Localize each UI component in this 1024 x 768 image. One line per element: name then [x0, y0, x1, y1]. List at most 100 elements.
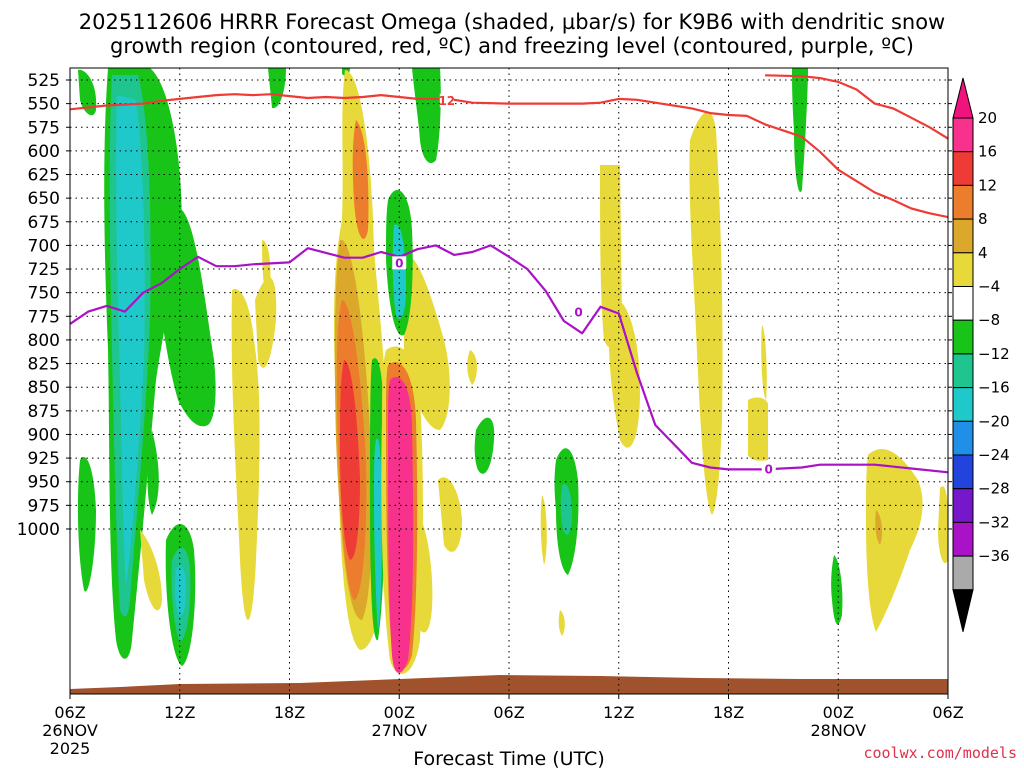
x-tick-date-label: 27NOV — [371, 721, 427, 740]
colorbar-swatch — [952, 319, 974, 355]
freezing-level-label: 0 — [574, 306, 582, 320]
x-tick-label: 06Z — [932, 703, 963, 722]
colorbar-label: 4 — [978, 244, 988, 262]
colorbar-label: −24 — [978, 446, 1010, 464]
y-axis: 525 550 575 600 625 650 675 700 725 750 775 800 825 8… — [17, 71, 952, 540]
colorbar: 20 16 12 8 4 −4 −8 −12 −16 −20 −24 −28 −32 −36 — [952, 77, 1010, 632]
dgz-contour-line — [70, 93, 948, 219]
colorbar-swatch — [952, 387, 974, 422]
x-tick-label: 18Z — [713, 703, 744, 722]
colorbar-label: 16 — [978, 143, 997, 161]
colorbar-swatch — [952, 521, 974, 557]
y-tick-label: 950 — [28, 473, 60, 493]
colorbar-label: −36 — [978, 547, 1010, 565]
y-tick-label: 875 — [28, 402, 60, 422]
y-tick-label: 900 — [28, 425, 60, 445]
x-tick-label: 12Z — [164, 703, 195, 722]
colorbar-swatch — [952, 555, 974, 591]
colorbar-label: 20 — [978, 109, 997, 127]
y-tick-label: 625 — [28, 166, 60, 186]
omega-region-orange — [875, 510, 883, 545]
y-tick-label: 750 — [28, 284, 60, 304]
freezing-level-contour-line — [70, 244, 948, 474]
colorbar-swatch — [952, 286, 974, 321]
x-tick-label: 00Z — [384, 703, 415, 722]
y-tick-label: 575 — [28, 118, 60, 138]
colorbar-swatch — [952, 454, 974, 490]
y-tick-label: 600 — [28, 142, 60, 162]
y-tick-label: 925 — [28, 449, 60, 469]
y-tick-label: 525 — [28, 71, 60, 91]
colorbar-swatch — [952, 488, 974, 523]
y-tick-label: 850 — [28, 378, 60, 398]
colorbar-swatch — [952, 151, 974, 186]
colorbar-label: −4 — [978, 278, 1000, 296]
omega-region-cyan — [174, 566, 186, 617]
x-tick-label: 06Z — [54, 703, 85, 722]
omega-region-green — [474, 417, 495, 474]
omega-region-yellow — [262, 240, 271, 294]
omega-shaded-field — [77, 68, 948, 674]
x-axis-title: Forecast Time (UTC) — [413, 748, 604, 768]
colorbar-swatch — [952, 218, 974, 254]
chart-title-line-1: 2025112606 HRRR Forecast Omega (shaded, … — [78, 10, 946, 34]
credit-link[interactable]: coolwx.com/models — [863, 744, 1017, 762]
x-tick-label: 18Z — [274, 703, 305, 722]
omega-region-yellow — [938, 486, 948, 564]
omega-region-green — [792, 68, 808, 192]
dgz-contour-label: 12 — [438, 94, 455, 108]
omega-region-yellow — [558, 610, 565, 636]
y-tick-label: 825 — [28, 355, 60, 375]
colorbar-swatch — [952, 117, 974, 153]
y-tick-label: 650 — [28, 189, 60, 209]
freezing-level-label: 0 — [395, 256, 403, 270]
colorbar-top-triangle — [952, 77, 974, 119]
freezing-level-label-bg — [392, 256, 407, 270]
colorbar-swatch — [952, 252, 974, 288]
freezing-level-label: 0 — [765, 462, 773, 476]
x-tick-label: 00Z — [823, 703, 854, 722]
omega-region-green — [77, 457, 96, 592]
colorbar-label: −28 — [978, 480, 1010, 498]
y-tick-label: 1000 — [17, 520, 60, 540]
x-tick-label: 06Z — [493, 703, 524, 722]
y-tick-label: 800 — [28, 331, 60, 351]
colorbar-label: 12 — [978, 176, 997, 194]
y-tick-label: 725 — [28, 260, 60, 280]
colorbar-label: −8 — [978, 311, 1000, 329]
y-tick-label: 975 — [28, 496, 60, 516]
contours: 12 0 0 0 — [70, 74, 948, 476]
colorbar-swatch — [952, 353, 974, 389]
chart-title-line-2: growth region (contoured, red, ºC) and f… — [110, 34, 914, 58]
omega-region-yellow — [689, 111, 723, 516]
colorbar-label: −12 — [978, 345, 1010, 363]
omega-region-yellow — [608, 298, 640, 448]
freezing-level-label-bg — [761, 462, 776, 476]
colorbar-label: −32 — [978, 513, 1010, 531]
omega-region-orange — [352, 120, 369, 239]
omega-region-red — [340, 360, 360, 560]
gridlines — [70, 68, 948, 694]
omega-region-yellow — [866, 449, 923, 632]
omega-region-yellow — [467, 350, 477, 385]
colorbar-bottom-triangle — [952, 589, 974, 632]
x-tick-year-label: 2025 — [50, 739, 91, 758]
omega-region-green — [147, 430, 159, 515]
omega-region-yellow — [438, 477, 462, 552]
x-tick-label: 12Z — [603, 703, 634, 722]
colorbar-label: −20 — [978, 412, 1010, 430]
omega-region-yellow — [761, 325, 767, 400]
y-tick-label: 550 — [28, 95, 60, 115]
omega-region-cyan — [374, 438, 382, 630]
omega-region-teal — [560, 484, 572, 535]
dgz-contour-label-bg — [439, 93, 454, 107]
colorbar-swatch — [952, 420, 974, 456]
y-tick-label: 775 — [28, 307, 60, 327]
x-tick-date-label: 28NOV — [810, 721, 866, 740]
omega-region-pink — [388, 377, 414, 673]
omega-region-yellow — [748, 397, 768, 461]
colorbar-label: 8 — [978, 210, 988, 228]
omega-region-cyan — [116, 95, 145, 585]
